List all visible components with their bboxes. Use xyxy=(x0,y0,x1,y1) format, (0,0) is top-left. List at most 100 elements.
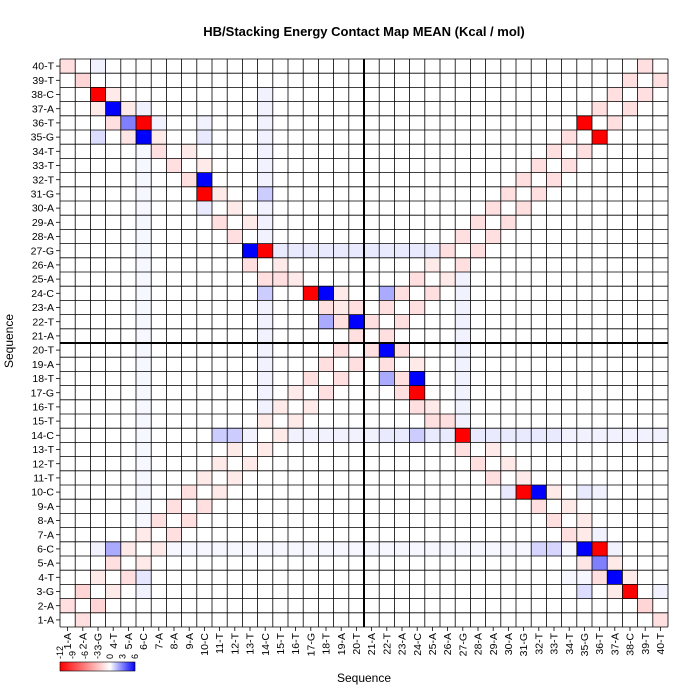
heatmap-cell-37-A-34-T xyxy=(561,101,577,116)
heatmap-cell-16-T-32-T xyxy=(531,399,547,414)
heatmap-cell-6-C-39-T xyxy=(637,541,653,556)
x-tick-label: 1-A xyxy=(62,633,74,649)
heatmap-cell-9-A-23-A xyxy=(394,499,410,514)
heatmap-cell-37-A-2-A xyxy=(75,101,91,116)
heatmap-cell-7-A-26-A xyxy=(440,527,456,542)
heatmap-cell-10-C-12-T xyxy=(227,485,243,500)
heatmap-cell-25-A-15-T xyxy=(272,272,288,287)
heatmap-cell-2-A-7-A xyxy=(151,598,167,613)
heatmap-cell-9-A-38-C xyxy=(622,499,638,514)
heatmap-cell-35-G-40-T xyxy=(652,130,668,145)
y-tick-label: 26-A xyxy=(32,260,54,272)
heatmap-cell-36-T-15-T xyxy=(272,115,288,130)
heatmap-cell-27-G-11-T xyxy=(212,243,228,258)
heatmap-cell-17-G-29-A xyxy=(485,385,501,400)
heatmap-cell-14-C-9-A xyxy=(181,428,197,443)
heatmap-cell-36-T-30-A xyxy=(500,115,516,130)
heatmap-cell-17-G-35-G xyxy=(576,385,592,400)
heatmap-cell-31-G-6-C xyxy=(136,186,152,201)
heatmap-cell-23-A-23-A xyxy=(394,300,410,315)
heatmap-cell-26-A-32-T xyxy=(531,257,547,272)
y-tick-label: 12-T xyxy=(32,458,54,470)
heatmap-cell-25-A-40-T xyxy=(652,272,668,287)
heatmap-cell-23-A-8-A xyxy=(166,300,182,315)
heatmap-cell-2-A-20-T xyxy=(348,598,364,613)
heatmap-cell-35-G-36-T xyxy=(592,130,608,145)
heatmap-cell-18-T-4-T xyxy=(105,371,121,386)
heatmap-cell-4-T-9-A xyxy=(181,570,197,585)
heatmap-cell-12-T-13-T xyxy=(242,456,258,471)
heatmap-cell-13-T-8-A xyxy=(166,442,182,457)
heatmap-cell-12-T-20-T xyxy=(348,456,364,471)
heatmap-cell-15-T-17-G xyxy=(303,414,319,429)
heatmap-cell-38-C-22-T xyxy=(379,87,395,102)
heatmap-cell-21-A-19-A xyxy=(333,328,349,343)
heatmap-cell-12-T-35-G xyxy=(576,456,592,471)
heatmap-cell-17-G-24-C xyxy=(409,385,425,400)
heatmap-cell-27-G-40-T xyxy=(652,243,668,258)
heatmap-cell-23-A-40-T xyxy=(652,300,668,315)
heatmap-cell-33-T-22-T xyxy=(379,158,395,173)
heatmap-cell-4-T-3-G xyxy=(90,570,106,585)
heatmap-cell-23-A-39-T xyxy=(637,300,653,315)
heatmap-cell-18-T-1-A xyxy=(60,371,76,386)
heatmap-cell-39-T-19-A xyxy=(333,73,349,88)
heatmap-cell-22-T-25-A xyxy=(424,314,440,329)
heatmap-cell-20-T-32-T xyxy=(531,343,547,358)
heatmap-cell-16-T-21-A xyxy=(364,399,380,414)
heatmap-cell-28-A-32-T xyxy=(531,229,547,244)
heatmap-cell-12-T-34-T xyxy=(561,456,577,471)
heatmap-cell-15-T-26-A xyxy=(440,414,456,429)
heatmap-cell-28-A-11-T xyxy=(212,229,228,244)
heatmap-cell-1-A-34-T xyxy=(561,612,577,627)
heatmap-cell-10-C-30-A xyxy=(500,485,516,500)
heatmap-cell-40-T-22-T xyxy=(379,59,395,74)
heatmap-cell-35-G-4-T xyxy=(105,130,121,145)
heatmap-cell-25-A-22-T xyxy=(379,272,395,287)
y-tick-label: 40-T xyxy=(32,61,54,73)
heatmap-cell-36-T-13-T xyxy=(242,115,258,130)
heatmap-cell-17-G-18-T xyxy=(318,385,334,400)
heatmap-cell-5-A-25-A xyxy=(424,556,440,571)
heatmap-cell-34-T-29-A xyxy=(485,144,501,159)
heatmap-cell-9-A-11-T xyxy=(212,499,228,514)
heatmap-cell-10-C-5-A xyxy=(120,485,136,500)
heatmap-cell-14-C-24-C xyxy=(409,428,425,443)
heatmap-cell-3-G-19-A xyxy=(333,584,349,599)
heatmap-cell-18-T-31-G xyxy=(516,371,532,386)
heatmap-cell-8-A-33-T xyxy=(546,513,562,528)
heatmap-cell-40-T-38-C xyxy=(622,59,638,74)
heatmap-cell-2-A-24-C xyxy=(409,598,425,613)
heatmap-cell-21-A-26-A xyxy=(440,328,456,343)
heatmap-cell-1-A-19-A xyxy=(333,612,349,627)
heatmap-cell-7-A-20-T xyxy=(348,527,364,542)
heatmap-cell-2-A-31-G xyxy=(516,598,532,613)
heatmap-cell-36-T-23-A xyxy=(394,115,410,130)
heatmap-cell-31-G-30-A xyxy=(500,186,516,201)
heatmap-cell-28-A-3-G xyxy=(90,229,106,244)
heatmap-cell-12-T-7-A xyxy=(151,456,167,471)
heatmap-cell-1-A-27-G xyxy=(455,612,471,627)
heatmap-cell-23-A-3-G xyxy=(90,300,106,315)
heatmap-cell-20-T-28-A xyxy=(470,343,486,358)
heatmap-cell-13-T-15-T xyxy=(272,442,288,457)
heatmap-cell-23-A-13-T xyxy=(242,300,258,315)
heatmap-cell-29-A-12-T xyxy=(227,215,243,230)
heatmap-cell-11-T-27-G xyxy=(455,470,471,485)
heatmap-cell-1-A-31-G xyxy=(516,612,532,627)
heatmap-cell-24-C-20-T xyxy=(348,286,364,301)
heatmap-cell-13-T-13-T xyxy=(242,442,258,457)
heatmap-cell-5-A-2-A xyxy=(75,556,91,571)
heatmap-cell-11-T-31-G xyxy=(516,470,532,485)
heatmap-cell-7-A-37-A xyxy=(607,527,623,542)
heatmap-cell-36-T-4-T xyxy=(105,115,121,130)
heatmap-cell-31-G-22-T xyxy=(379,186,395,201)
heatmap-cell-12-T-4-T xyxy=(105,456,121,471)
heatmap-cell-19-A-29-A xyxy=(485,357,501,372)
heatmap-cell-22-T-37-A xyxy=(607,314,623,329)
heatmap-cell-15-T-38-C xyxy=(622,414,638,429)
heatmap-cell-28-A-9-A xyxy=(181,229,197,244)
heatmap-cell-11-T-39-T xyxy=(637,470,653,485)
heatmap-cell-15-T-20-T xyxy=(348,414,364,429)
heatmap-cell-14-C-16-T xyxy=(288,428,304,443)
